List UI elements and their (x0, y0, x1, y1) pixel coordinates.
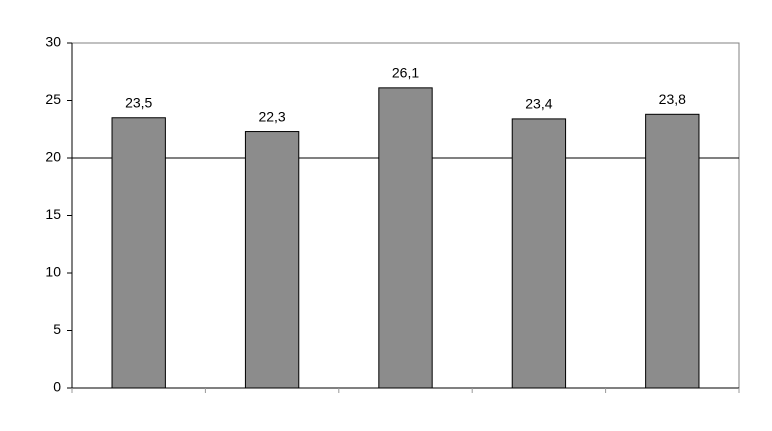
y-tick-label: 30 (45, 34, 61, 50)
bar (244, 131, 300, 389)
bar (111, 117, 166, 389)
y-tick-label: 20 (45, 149, 61, 165)
bar (645, 113, 700, 389)
y-tick-label: 25 (45, 91, 61, 107)
data-label: 26,1 (392, 65, 419, 81)
bar (378, 87, 433, 389)
data-label: 23,4 (525, 96, 552, 112)
data-label: 23,5 (125, 94, 152, 110)
data-label: 23,8 (659, 91, 686, 107)
y-tick-label: 15 (45, 206, 61, 222)
bar (511, 118, 567, 389)
y-tick-label: 5 (53, 321, 61, 337)
y-tick-label: 10 (45, 264, 61, 280)
data-label: 22,3 (258, 108, 285, 124)
y-tick-label: 0 (53, 379, 61, 395)
